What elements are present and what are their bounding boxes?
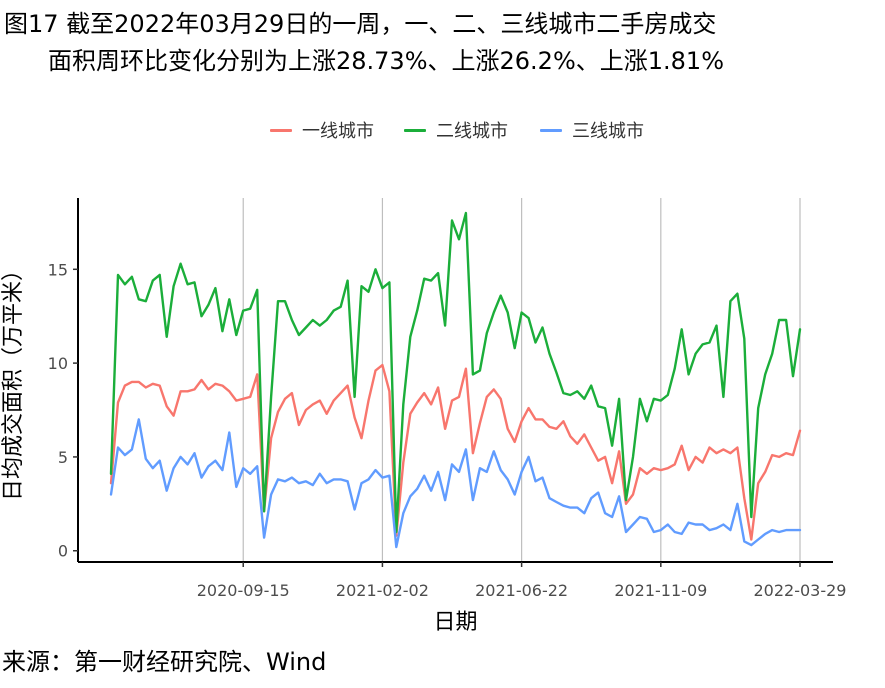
- legend-label-tier2: 二线城市: [436, 121, 508, 142]
- x-tick-label-2021-06-22: 2021-06-22: [475, 581, 568, 600]
- series-line-1: [109, 363, 802, 541]
- legend-key-tier2: [404, 128, 426, 132]
- series-line-3: [109, 418, 802, 549]
- source-note: 来源：第一财经研究院、Wind: [2, 648, 327, 676]
- y-axis-title: 日均成交面积（万平米）: [1, 259, 26, 501]
- tick-labels: 0 5 10 15 2020-09-15 2021-02-02 2021-06-22 2021…: [48, 260, 847, 600]
- legend-label-tier3: 三线城市: [572, 121, 644, 142]
- y-tick-label-0: 0: [58, 542, 68, 561]
- grid-lines: [242, 198, 801, 562]
- x-tick-label-2020-09-15: 2020-09-15: [197, 581, 290, 600]
- title-line-1: 图17 截至2022年03月29日的一周，一、二、三线城市二手房成交: [4, 10, 717, 38]
- series-line-2: [109, 211, 802, 534]
- y-tick-label-5: 5: [58, 448, 68, 467]
- y-tick-label-10: 10: [48, 354, 68, 373]
- x-axis-title: 日期: [433, 610, 477, 635]
- y-tick-label-15: 15: [48, 260, 68, 279]
- legend-item-tier2: 二线城市: [404, 116, 508, 144]
- x-tick-label-2021-02-02: 2021-02-02: [336, 581, 429, 600]
- legend-item-tier1: 一线城市: [270, 116, 374, 144]
- x-tick-label-2021-11-09: 2021-11-09: [614, 581, 707, 600]
- legend-label-tier1: 一线城市: [302, 121, 374, 142]
- legend-key-tier1: [270, 128, 292, 132]
- legend-item-tier3: 三线城市: [540, 116, 644, 144]
- series-lines: [109, 211, 802, 549]
- chart-title: 图17 截至2022年03月29日的一周，一、二、三线城市二手房成交 面积周环比…: [4, 6, 884, 80]
- legend: 一线城市 二线城市 三线城市: [0, 116, 885, 144]
- legend-key-tier3: [540, 128, 562, 132]
- title-line-2: 面积周环比变化分别为上涨28.73%、上涨26.2%、上涨1.81%: [48, 47, 724, 75]
- x-tick-label-2022-03-29: 2022-03-29: [754, 581, 847, 600]
- axes: [77, 198, 833, 563]
